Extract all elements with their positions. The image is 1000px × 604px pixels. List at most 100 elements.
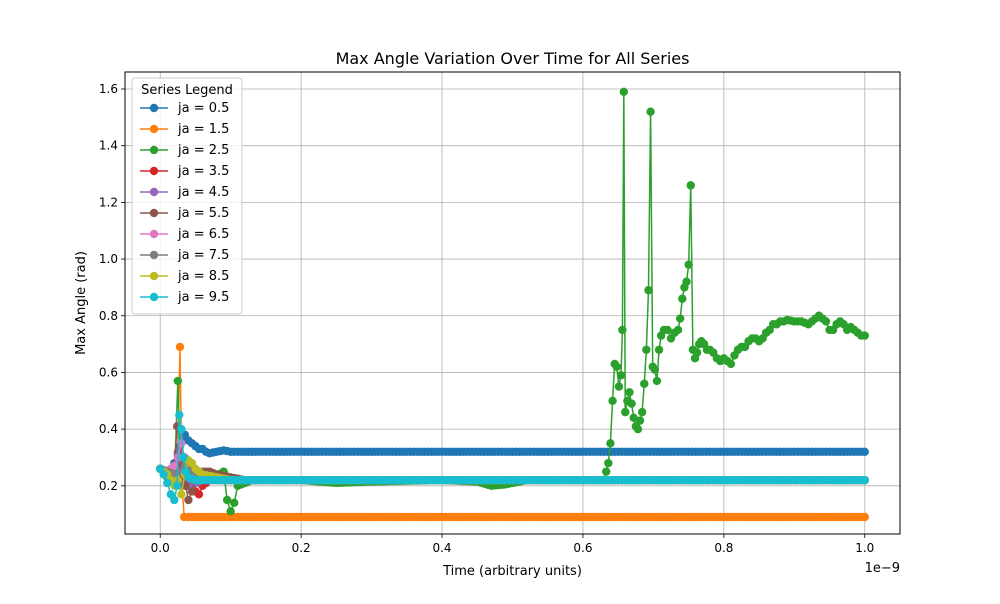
data-point (602, 467, 611, 476)
y-tick-label: 1.4 (99, 139, 118, 153)
legend-marker (149, 145, 159, 155)
x-axis-offset-text: 1e−9 (865, 561, 900, 576)
y-tick-label: 1.6 (99, 82, 118, 96)
y-tick-label: 0.4 (99, 422, 118, 436)
data-point (173, 376, 183, 386)
legend-label: ja = 4.5 (177, 185, 229, 200)
data-point (222, 495, 232, 505)
data-point (675, 314, 685, 323)
legend-marker (149, 250, 159, 260)
data-point (179, 453, 188, 462)
data-point (640, 379, 649, 388)
legend-label: ja = 8.5 (177, 269, 229, 284)
data-point (170, 461, 179, 471)
data-point (629, 413, 638, 422)
legend-item: ja = 9.5 (140, 290, 229, 305)
legend-item: ja = 0.5 (140, 101, 229, 116)
data-point (616, 371, 626, 380)
legend-item: ja = 6.5 (140, 227, 229, 242)
grid (125, 72, 900, 534)
data-point (627, 399, 636, 408)
data-point (860, 447, 869, 456)
data-point (618, 325, 627, 335)
legend-label: ja = 1.5 (177, 122, 229, 137)
data-point (821, 317, 831, 326)
legend-item: ja = 5.5 (140, 206, 229, 221)
series-2 (156, 342, 869, 522)
data-point (726, 359, 736, 369)
data-point (604, 458, 613, 468)
x-axis-label: Time (arbitrary units) (442, 564, 582, 579)
data-point (860, 512, 869, 522)
data-point (663, 325, 672, 335)
legend-item: ja = 1.5 (140, 122, 229, 137)
legend-label: ja = 9.5 (177, 290, 229, 305)
legend-title: Series Legend (141, 83, 233, 98)
y-tick-label: 1.0 (99, 252, 118, 266)
y-tick-label: 0.6 (99, 365, 118, 379)
x-tick-label: 0.6 (573, 541, 592, 555)
data-point (226, 507, 235, 516)
data-point (650, 365, 660, 374)
data-point (187, 487, 197, 496)
chart-title: Max Angle Variation Over Time for All Se… (336, 49, 690, 68)
series-10 (156, 410, 869, 505)
data-point (686, 181, 695, 190)
data-point (642, 345, 651, 354)
series-layer (156, 87, 869, 522)
data-point (614, 382, 624, 391)
x-tick-label: 0.8 (714, 541, 733, 555)
legend-item: ja = 7.5 (140, 248, 229, 263)
data-point (654, 345, 664, 354)
data-point (644, 286, 653, 295)
data-point (177, 424, 186, 434)
legend-marker (149, 271, 159, 281)
y-axis-label: Max Angle (rad) (74, 251, 89, 355)
data-point (637, 407, 647, 417)
y-tick-label: 0.2 (99, 479, 118, 493)
data-point (633, 424, 643, 434)
data-point (673, 325, 683, 335)
data-point (172, 481, 182, 491)
data-point (682, 277, 691, 286)
data-point (612, 362, 621, 371)
legend-label: ja = 0.5 (177, 101, 229, 116)
data-point (230, 498, 239, 508)
x-tick-label: 0.2 (292, 541, 311, 555)
data-point (619, 87, 629, 97)
data-point (652, 376, 662, 386)
x-tick-label: 1.0 (855, 541, 874, 555)
data-point (608, 396, 617, 405)
data-point (646, 107, 655, 116)
legend-label: ja = 3.5 (177, 164, 229, 179)
legend-label: ja = 2.5 (177, 143, 229, 158)
legend-marker (149, 166, 159, 176)
data-point (860, 475, 869, 485)
data-point (860, 331, 869, 340)
data-point (692, 348, 702, 357)
x-tick-label: 0.4 (432, 541, 451, 555)
data-point (177, 439, 186, 448)
plot-frame (124, 71, 901, 535)
data-point (621, 407, 630, 417)
data-point (184, 495, 193, 505)
legend-item: ja = 2.5 (140, 143, 229, 158)
data-point (159, 470, 168, 479)
legend-marker (149, 187, 159, 197)
data-point (684, 260, 693, 269)
data-point (625, 388, 634, 397)
x-tick-label: 0.0 (151, 541, 170, 555)
legend-item: ja = 3.5 (140, 164, 229, 179)
data-point (606, 439, 615, 448)
legend-marker (149, 229, 159, 239)
legend-item: ja = 4.5 (140, 185, 229, 200)
legend-marker (149, 292, 159, 302)
data-point (177, 490, 186, 499)
data-point (635, 416, 645, 425)
data-point (194, 490, 204, 499)
data-point (163, 478, 172, 488)
legend-marker (149, 103, 159, 113)
data-point (175, 342, 185, 352)
